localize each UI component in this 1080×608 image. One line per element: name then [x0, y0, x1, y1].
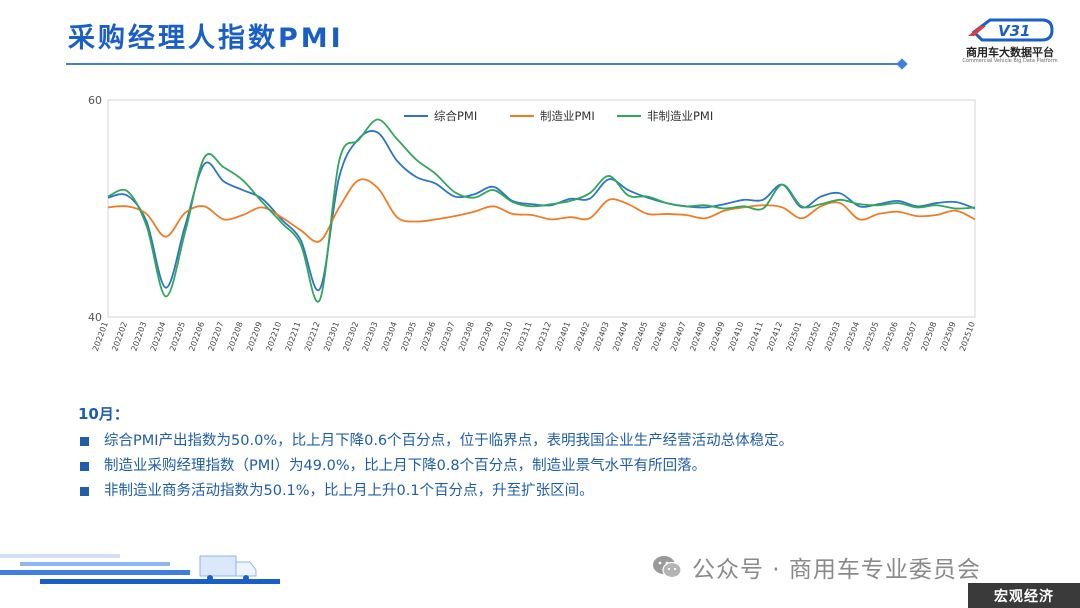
x-tick-label: 202508 [919, 321, 938, 353]
pmi-line-chart: 40 60 202201 202202 202203 202204 202205 202206… [88, 94, 977, 353]
x-tick-label: 202409 [708, 321, 727, 353]
x-tick-label: 202405 [630, 321, 649, 353]
x-tick-label: 202202 [110, 321, 129, 353]
notes-heading: 10月： [78, 405, 129, 423]
note-manufacturing: 制造业采购经理指数（PMI）为49.0%，比上月下降0.8个百分点，制造业景气水… [78, 454, 1018, 479]
x-tick-label: 202206 [187, 321, 206, 353]
platform-logo: V31 [968, 18, 1054, 42]
x-tick-label: 202302 [341, 321, 360, 353]
wechat-watermark: 公众号 · 商用车专业委员会 [652, 550, 981, 584]
note-text: 综合PMI产出指数为50.0%，比上月下降0.6个百分点，位于临界点，表明我国企… [104, 433, 794, 449]
x-tick-label: 202207 [207, 321, 226, 353]
plot-frame [107, 99, 976, 318]
x-tick-label: 202210 [264, 321, 283, 353]
x-tick-label: 202205 [168, 321, 187, 353]
notes-panel: 10月： 综合PMI产出指数为50.0%，比上月下降0.6个百分点，位于临界点，… [78, 403, 1018, 504]
series-line-1 [107, 178, 976, 243]
wechat-icon [653, 556, 682, 579]
x-tick-label: 202204 [149, 321, 168, 353]
legend-label: 制造业PMI [540, 109, 595, 123]
x-tick-label: 202502 [804, 321, 823, 353]
x-tick-label: 202311 [515, 321, 534, 353]
x-tick-label: 202407 [669, 321, 688, 353]
series-line-0 [107, 130, 976, 292]
bullet-square-icon [80, 437, 89, 446]
x-tick-label: 202505 [862, 321, 881, 353]
title-divider [66, 63, 904, 65]
x-tick-label: 202212 [303, 321, 322, 353]
x-tick-label: 202301 [322, 321, 341, 353]
logo-mark: V31 [998, 22, 1030, 40]
x-tick-label: 202401 [553, 321, 572, 353]
x-tick-label: 202309 [476, 321, 495, 353]
y-tick-label: 40 [88, 311, 102, 324]
y-tick-label: 60 [88, 94, 102, 107]
x-tick-label: 202410 [727, 321, 746, 353]
x-tick-label: 202303 [361, 321, 380, 353]
x-tick-label: 202307 [438, 321, 457, 353]
title-divider-end [896, 58, 908, 70]
x-tick-label: 202312 [534, 321, 553, 353]
x-tick-label: 202308 [457, 321, 476, 353]
category-tag: 宏观经济 [968, 583, 1080, 608]
x-tick-label: 202305 [399, 321, 418, 353]
page-title: 采购经理人指数PMI [68, 23, 344, 54]
bullet-square-icon [80, 462, 89, 471]
x-tick-label: 202208 [226, 321, 245, 353]
legend-label: 非制造业PMI [647, 109, 713, 123]
bullet-square-icon [80, 487, 89, 496]
x-tick-label: 202506 [881, 321, 900, 353]
legend-label: 综合PMI [434, 109, 477, 123]
x-tick-label: 202201 [91, 321, 110, 353]
x-tick-label: 202406 [650, 321, 669, 353]
x-tick-label: 202503 [823, 321, 842, 353]
x-tick-label: 202211 [284, 321, 303, 353]
note-composite: 综合PMI产出指数为50.0%，比上月下降0.6个百分点，位于临界点，表明我国企… [78, 429, 1018, 454]
x-tick-label: 202310 [496, 321, 515, 353]
x-tick-label: 202306 [419, 321, 438, 353]
series-line-2 [107, 118, 976, 303]
wechat-label: 公众号 · 商用车专业委员会 [692, 557, 981, 583]
x-tick-label: 202411 [746, 321, 765, 353]
logo-text: 商用车大数据平台 [966, 46, 1054, 59]
note-text: 非制造业商务活动指数为50.1%，比上月上升0.1个百分点，升至扩张区间。 [104, 483, 594, 499]
x-tick-label: 202304 [380, 321, 399, 353]
x-tick-label: 202412 [765, 321, 784, 353]
x-tick-label: 202403 [592, 321, 611, 353]
x-tick-label: 202402 [573, 321, 592, 353]
logo-subtitle: Commercial Vehicle Big Data Platform [962, 58, 1058, 64]
x-tick-label: 202504 [842, 321, 861, 353]
x-tick-label: 202509 [939, 321, 958, 353]
note-non-manufacturing: 非制造业商务活动指数为50.1%，比上月上升0.1个百分点，升至扩张区间。 [78, 479, 1018, 504]
x-tick-label: 202203 [130, 321, 149, 353]
x-tick-label: 202209 [245, 321, 264, 353]
x-tick-label: 202510 [958, 321, 977, 353]
note-text: 制造业采购经理指数（PMI）为49.0%，比上月下降0.8个百分点，制造业景气水… [104, 458, 707, 474]
x-tick-label: 202507 [900, 321, 919, 353]
x-tick-label: 202501 [785, 321, 804, 353]
x-tick-label: 202404 [611, 321, 630, 353]
x-tick-label: 202408 [688, 321, 707, 353]
truck-decoration [0, 554, 280, 584]
